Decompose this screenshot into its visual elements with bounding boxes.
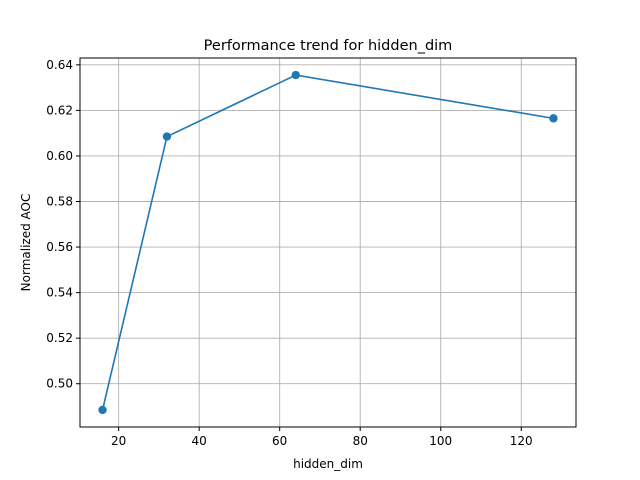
x-axis-label: hidden_dim [293,457,363,471]
data-point [162,132,172,141]
y-tick-label: 0.50 [46,377,73,391]
grid [80,58,576,427]
y-tick-label: 0.62 [46,103,73,117]
data-point [98,405,107,415]
y-tick-label: 0.56 [46,240,73,254]
data-point [549,114,558,123]
x-tick-label: 20 [111,434,126,448]
y-tick-label: 0.54 [46,286,73,300]
x-tick-label: 80 [353,434,368,448]
x-tick-label: 120 [510,434,533,448]
x-tick-label: 60 [272,434,287,448]
x-tick-label: 40 [192,434,207,448]
ticks: 20 40 60 80 100 120 0.50 0.52 0.54 0.56 0.58 0.60 0.… [46,58,532,448]
y-tick-label: 0.64 [46,58,73,72]
series-layer [98,70,558,415]
y-tick-label: 0.60 [46,149,73,163]
plot-frame [79,57,577,428]
data-point [291,70,300,80]
y-tick-label: 0.58 [46,195,73,209]
series-line [101,74,554,411]
y-tick-label: 0.52 [46,331,73,345]
chart-title: Performance trend for hidden_dim [204,38,453,54]
y-axis-label: Normalized AOC [19,194,33,292]
x-tick-label: 100 [429,434,452,448]
